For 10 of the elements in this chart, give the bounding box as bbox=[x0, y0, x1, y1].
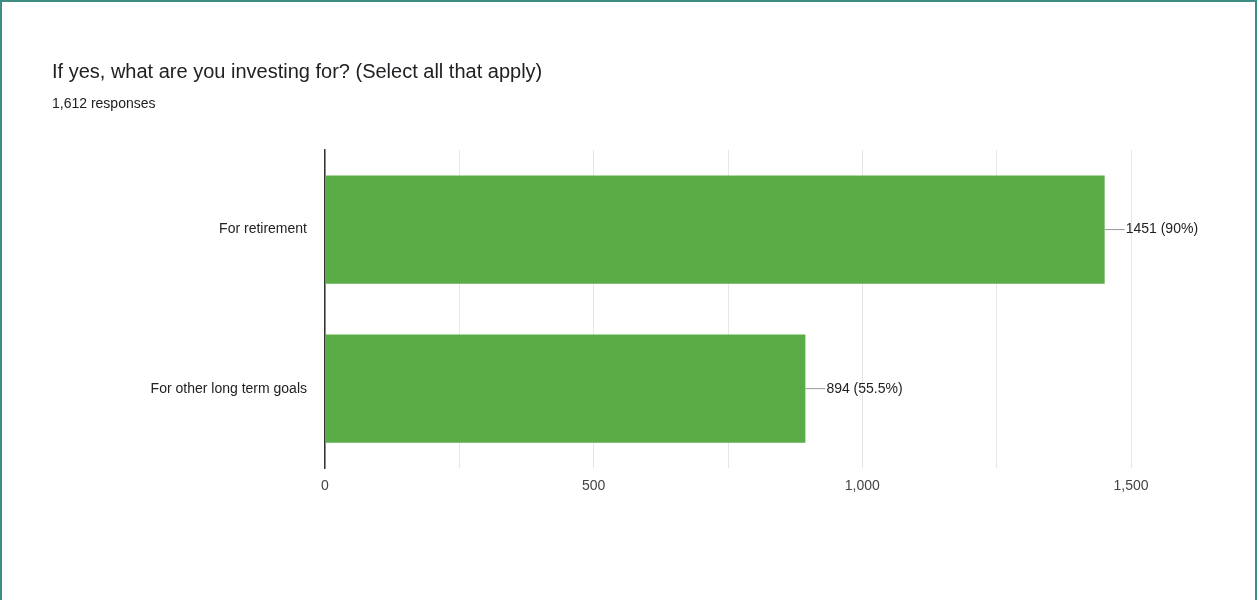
text: 1,612 responses bbox=[52, 95, 156, 111]
y-tick-label: For other long term goals bbox=[150, 379, 307, 396]
data-label: 1451 (90%) bbox=[1125, 220, 1199, 237]
y-tick-label: For retirement bbox=[219, 220, 308, 237]
chart-title: If yes, what are you investing for? (Select all that apply) bbox=[52, 60, 543, 83]
x-tick-label: 1,000 bbox=[844, 477, 881, 494]
data-label: 894 (55.5%) bbox=[826, 379, 903, 396]
x-tick-label: 1,500 bbox=[1113, 477, 1149, 494]
x-tick-label: 500 bbox=[581, 477, 606, 494]
x-tick-label: 0 bbox=[321, 477, 330, 494]
